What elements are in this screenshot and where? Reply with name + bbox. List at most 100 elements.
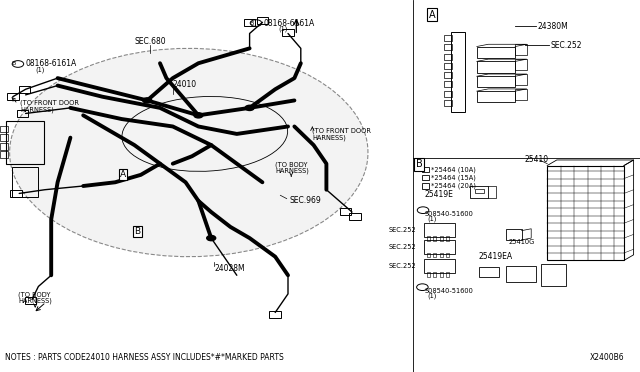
Bar: [541, 264, 566, 286]
Bar: [515, 74, 527, 85]
Text: 24010: 24010: [173, 80, 197, 89]
Bar: [440, 272, 443, 277]
Text: X2400B6: X2400B6: [589, 353, 624, 362]
Text: 25410G: 25410G: [509, 239, 535, 245]
Bar: [433, 236, 436, 241]
Bar: [282, 29, 294, 36]
Bar: [427, 253, 430, 257]
Text: 25419E: 25419E: [424, 190, 453, 199]
Bar: [477, 46, 515, 58]
Text: B: B: [250, 20, 253, 26]
Bar: [477, 61, 515, 73]
Bar: [477, 91, 515, 102]
Text: 25410: 25410: [525, 155, 549, 164]
Text: B: B: [134, 227, 141, 236]
Text: HARNESS): HARNESS): [18, 298, 52, 304]
Bar: [446, 272, 449, 277]
Bar: [451, 32, 465, 112]
Bar: [422, 167, 429, 172]
Bar: [422, 175, 429, 180]
Text: (TO BODY: (TO BODY: [18, 291, 51, 298]
Bar: [25, 297, 36, 304]
Text: *25464 (20A): *25464 (20A): [431, 182, 476, 189]
Bar: [440, 253, 443, 257]
Bar: [257, 17, 268, 24]
Bar: [444, 72, 452, 78]
Bar: [444, 100, 452, 106]
Text: (TO FRONT DOOR: (TO FRONT DOOR: [312, 128, 371, 134]
Text: 24380M: 24380M: [538, 22, 568, 31]
Text: 08168-6161A: 08168-6161A: [264, 19, 315, 28]
Bar: [440, 236, 443, 241]
Bar: [444, 44, 452, 50]
Text: 25419EA: 25419EA: [479, 252, 513, 261]
Text: SEC.252: SEC.252: [388, 263, 416, 269]
Text: SEC.252: SEC.252: [388, 227, 416, 233]
Bar: [444, 63, 452, 69]
Bar: [19, 86, 30, 93]
Bar: [0, 126, 8, 132]
Text: (1): (1): [278, 26, 288, 32]
Bar: [0, 143, 8, 150]
Bar: [424, 240, 455, 254]
Bar: [547, 166, 624, 260]
Bar: [475, 189, 484, 193]
Bar: [446, 253, 449, 257]
Text: B: B: [416, 160, 422, 169]
Bar: [427, 272, 430, 277]
Circle shape: [207, 235, 216, 241]
Text: B: B: [12, 61, 15, 67]
Bar: [6, 121, 44, 164]
Text: (TO FRONT DOOR: (TO FRONT DOOR: [20, 100, 79, 106]
Text: S08540-51600: S08540-51600: [424, 288, 473, 294]
Bar: [479, 267, 499, 277]
Circle shape: [143, 98, 152, 103]
Bar: [17, 110, 28, 117]
Bar: [433, 272, 436, 277]
Text: HARNESS): HARNESS): [275, 167, 309, 174]
Bar: [349, 213, 361, 220]
Bar: [7, 93, 19, 100]
Bar: [424, 223, 455, 237]
Text: HARNESS): HARNESS): [20, 106, 54, 113]
Text: SEC.969: SEC.969: [289, 196, 321, 205]
Circle shape: [194, 113, 203, 118]
Text: NOTES : PARTS CODE24010 HARNESS ASSY INCLUDES*#*MARKED PARTS: NOTES : PARTS CODE24010 HARNESS ASSY INC…: [5, 353, 284, 362]
Bar: [340, 208, 351, 215]
Bar: [10, 190, 22, 197]
Text: S08540-51600: S08540-51600: [424, 211, 473, 217]
Text: (TO BODY: (TO BODY: [275, 161, 308, 168]
Bar: [444, 91, 452, 97]
Text: HARNESS): HARNESS): [312, 134, 346, 141]
Bar: [433, 253, 436, 257]
Bar: [515, 89, 527, 100]
Bar: [515, 44, 527, 55]
Text: *25464 (10A): *25464 (10A): [431, 166, 476, 173]
Text: SEC.252: SEC.252: [550, 41, 582, 50]
Bar: [0, 151, 8, 158]
Bar: [427, 236, 430, 241]
Text: *25464 (15A): *25464 (15A): [431, 174, 476, 181]
Bar: [506, 266, 536, 282]
Bar: [422, 183, 429, 189]
Bar: [12, 167, 38, 197]
Bar: [244, 19, 255, 26]
Text: (1): (1): [428, 292, 437, 299]
Text: (1): (1): [35, 67, 45, 73]
Text: A: A: [429, 10, 435, 20]
Text: (1): (1): [428, 215, 437, 222]
Ellipse shape: [10, 48, 368, 257]
Text: 08168-6161A: 08168-6161A: [26, 60, 77, 68]
Bar: [506, 229, 522, 240]
Bar: [446, 236, 449, 241]
Bar: [444, 54, 452, 60]
Bar: [444, 81, 452, 87]
Bar: [444, 35, 452, 41]
Text: A: A: [120, 170, 126, 179]
Text: SEC.680: SEC.680: [134, 37, 166, 46]
Text: 24028M: 24028M: [214, 264, 245, 273]
Bar: [515, 59, 527, 70]
Circle shape: [245, 105, 254, 110]
Bar: [470, 186, 488, 198]
Bar: [477, 76, 515, 87]
